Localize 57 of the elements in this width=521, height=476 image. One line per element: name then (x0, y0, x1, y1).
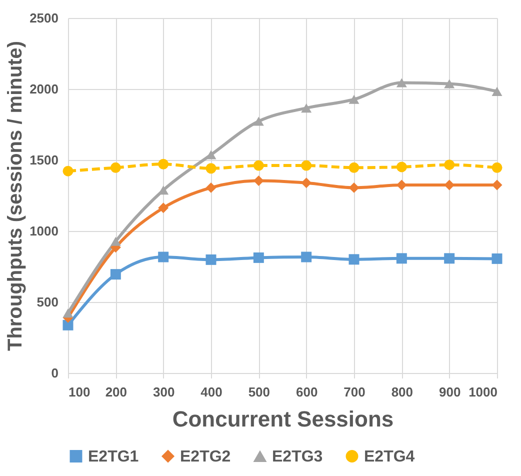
point (253, 252, 264, 263)
point (206, 182, 216, 193)
x-tick-label: 100 (68, 384, 90, 400)
point (301, 252, 312, 262)
x-tick-label: 1000 (468, 384, 498, 400)
point (62, 166, 74, 176)
point (348, 162, 360, 173)
point (348, 94, 360, 104)
point (158, 158, 169, 170)
point (444, 160, 455, 170)
point (62, 308, 74, 318)
point (301, 103, 312, 113)
y-tick-label: 0 (51, 366, 58, 380)
point (396, 180, 407, 190)
x-tick-label: 500 (248, 384, 270, 400)
point (110, 269, 121, 280)
point (158, 252, 169, 262)
point (301, 160, 312, 171)
point (301, 178, 312, 188)
point (348, 182, 360, 193)
x-tick-label: 900 (438, 384, 461, 400)
point (348, 254, 360, 265)
point (444, 253, 455, 264)
legend-label: E2TG2 (180, 448, 231, 466)
x-tick-label: 300 (152, 384, 175, 400)
point (253, 160, 264, 171)
point (492, 180, 502, 190)
point (158, 202, 169, 214)
x-tick-label: 700 (344, 384, 366, 400)
point (206, 254, 216, 265)
x-tick-label: 400 (200, 384, 222, 400)
y-tick-label: 1500 (30, 152, 58, 168)
point (396, 78, 407, 88)
point (396, 162, 407, 172)
point (396, 253, 407, 264)
legend-label: E2TG1 (88, 448, 139, 466)
point (253, 175, 264, 186)
legend-label: E2TG3 (272, 448, 323, 466)
legend-label: E2TG4 (364, 448, 415, 466)
x-tick-label: 800 (391, 384, 414, 400)
point (206, 150, 216, 160)
point (492, 253, 502, 264)
point (492, 86, 502, 96)
y-tick-label: 2000 (30, 82, 58, 96)
x-tick-label: 200 (105, 384, 128, 400)
point (444, 79, 455, 88)
x-axis-title: Concurrent Sessions (172, 406, 394, 432)
y-tick-label: 2500 (30, 10, 58, 26)
point (206, 163, 216, 174)
point (253, 116, 264, 126)
y-tick-label: 1000 (30, 224, 58, 238)
y-axis-title: Throughputs (sessions / minute) (4, 40, 27, 352)
point (110, 162, 121, 173)
point (492, 162, 502, 173)
y-tick-label: 500 (36, 294, 58, 310)
point (110, 236, 121, 246)
x-tick-label: 600 (296, 384, 318, 400)
